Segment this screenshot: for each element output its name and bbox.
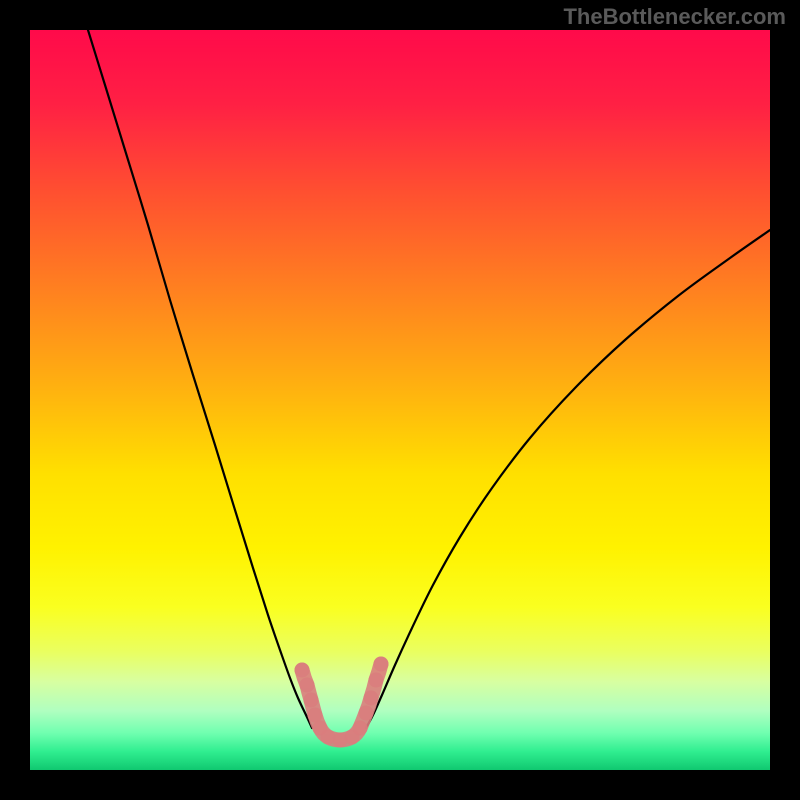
bottom-dot	[369, 673, 384, 688]
bottom-dot	[300, 678, 315, 693]
plot-area	[30, 30, 770, 770]
bottom-dot	[364, 691, 379, 706]
bottom-dot	[374, 657, 389, 672]
bottom-dot	[359, 706, 374, 721]
bottom-dot	[353, 721, 368, 736]
chart-svg	[30, 30, 770, 770]
watermark-text: TheBottlenecker.com	[563, 4, 786, 30]
bottom-dot	[308, 708, 323, 723]
gradient-background	[30, 30, 770, 770]
bottom-dot	[304, 693, 319, 708]
bottom-dot	[295, 663, 310, 678]
